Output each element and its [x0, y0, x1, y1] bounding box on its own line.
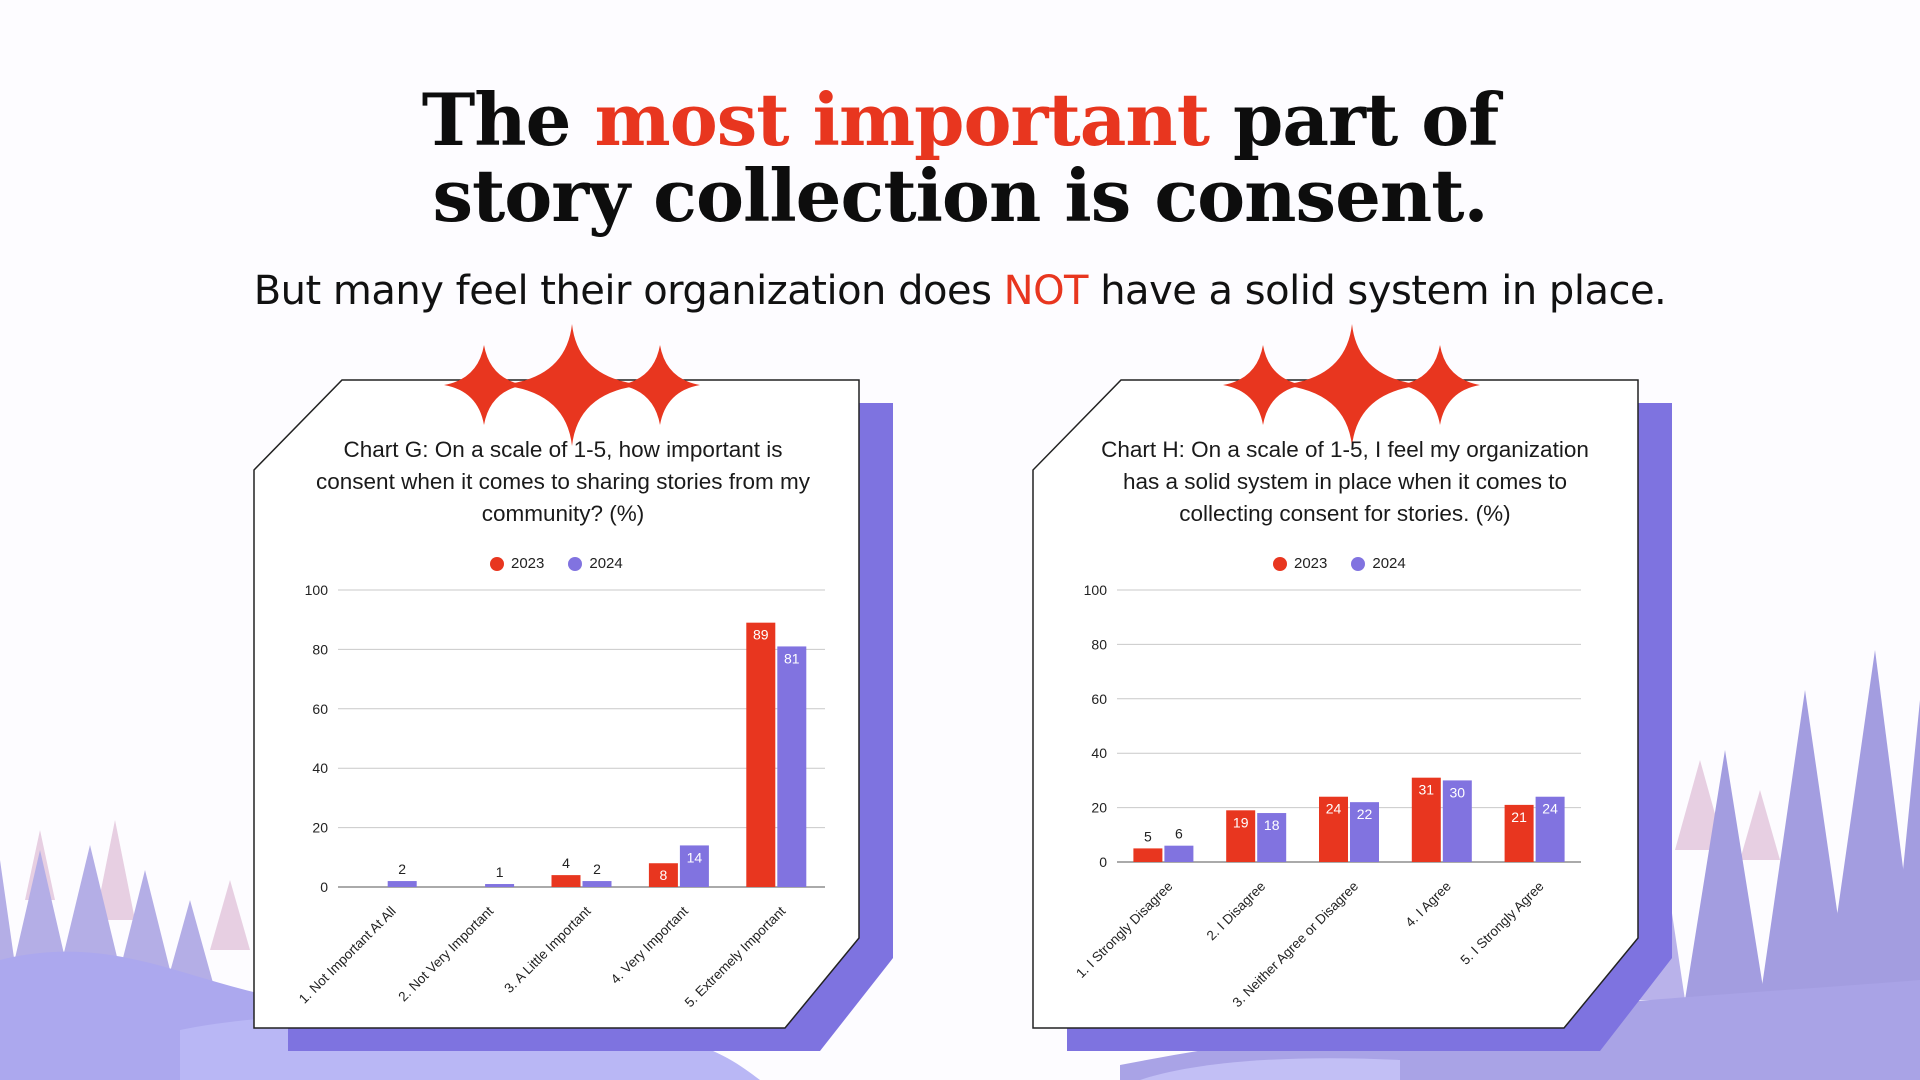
subheadline-highlight: NOT: [1003, 268, 1089, 314]
legend-item-2024: 2024: [1351, 555, 1406, 572]
chart-g-legend: 2023 2024: [490, 555, 623, 572]
headline-part1: The: [421, 77, 595, 162]
headline-highlight: most important: [594, 77, 1210, 162]
chart-h-title: Chart H: On a scale of 1-5, I feel my or…: [1101, 437, 1589, 526]
legend-item-2024: 2024: [568, 555, 623, 572]
headline-part2: part of: [1208, 77, 1499, 162]
subheadline: But many feel their organization does NO…: [0, 268, 1920, 314]
legend-item-2023: 2023: [490, 555, 544, 572]
headline-line2: story collection is consent.: [432, 153, 1488, 238]
legend-label: 2023: [511, 555, 545, 572]
headline: The most important part of story collect…: [0, 82, 1920, 234]
subheadline-part2: have a solid system in place.: [1087, 268, 1667, 314]
subheadline-part1: But many feel their organization does: [253, 268, 1004, 314]
legend-label: 2024: [589, 555, 623, 572]
legend-swatch-2023: [490, 556, 504, 571]
legend-item-2023: 2023: [1273, 555, 1327, 572]
legend-swatch-2024: [1351, 556, 1366, 571]
legend-swatch-2024: [568, 556, 583, 571]
legend-label: 2023: [1294, 555, 1328, 572]
legend-label: 2024: [1372, 555, 1406, 572]
legend-swatch-2023: [1273, 556, 1287, 571]
chart-g-title: Chart G: On a scale of 1-5, how importan…: [316, 437, 810, 526]
chart-h-legend: 2023 2024: [1273, 555, 1406, 572]
